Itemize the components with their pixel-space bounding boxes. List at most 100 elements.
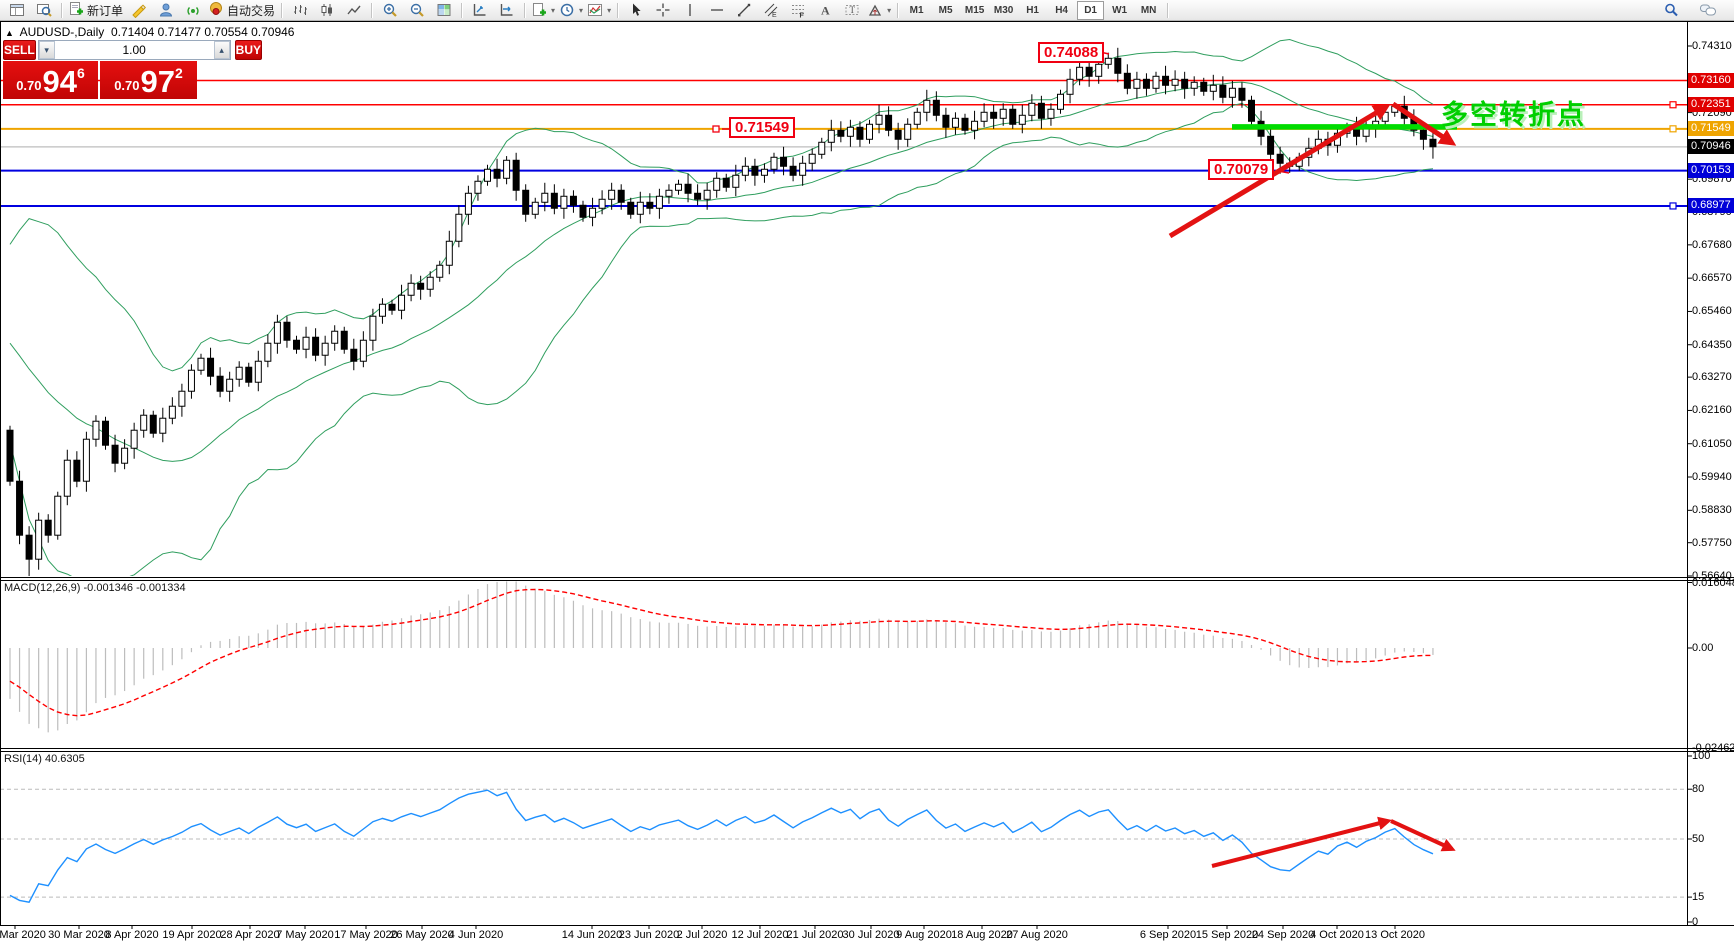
turning-point-note[interactable]: 多空转折点 xyxy=(1441,100,1586,130)
sell-price-tile[interactable]: 0.70 94 6 xyxy=(3,61,98,99)
date-tick-label: 8 Apr 2020 xyxy=(105,929,159,941)
date-tick-label: 19 Apr 2020 xyxy=(162,929,222,941)
chart-shift-button[interactable] xyxy=(466,1,493,20)
signals-button[interactable] xyxy=(179,1,206,20)
candlestick-mode-button[interactable] xyxy=(313,1,340,20)
autotrading-button[interactable]: 自动交易 xyxy=(206,1,277,20)
rsi-axis-tick: 0 xyxy=(1692,916,1699,928)
timeframe-toolbar: M1 M5 M15 M30 H1 H4 D1 W1 MN xyxy=(902,0,1163,20)
date-tick-label: 17 May 2020 xyxy=(334,929,398,941)
new-chart-button[interactable]: ▾ xyxy=(529,1,557,20)
charts-panel-button[interactable] xyxy=(3,1,30,20)
price-badge: 0.71549 xyxy=(1688,121,1734,137)
buy-button[interactable]: BUY xyxy=(234,40,263,60)
zoom-in-button[interactable] xyxy=(376,1,403,20)
chart-symbol-period: AUDUSD-,Daily xyxy=(19,25,105,39)
price-badge: 0.70153 xyxy=(1688,163,1734,179)
price-badge: 0.70946 xyxy=(1688,139,1734,155)
timeframe-M5[interactable]: M5 xyxy=(938,4,953,16)
new-order-icon xyxy=(68,1,84,20)
volume-increase-button[interactable]: ▴ xyxy=(213,41,230,59)
volume-decrease-button[interactable]: ▾ xyxy=(38,41,55,59)
date-tick-label: 13 Oct 2020 xyxy=(1365,929,1425,941)
trendline-tool-button[interactable] xyxy=(730,1,757,20)
cursor-tool-button[interactable] xyxy=(622,1,649,20)
rsi-axis-tick: 100 xyxy=(1692,750,1711,762)
buy-price-pipette: 2 xyxy=(175,65,183,81)
chart-ohlc-values: 0.71404 0.71477 0.70554 0.70946 xyxy=(110,25,295,39)
toolbar-separator xyxy=(461,2,463,18)
price-callout-0.71549[interactable]: 0.71549 xyxy=(729,117,796,138)
toolbar-separator xyxy=(524,2,526,18)
date-tick-label: 7 May 2020 xyxy=(276,929,334,941)
period-clock-button[interactable]: ▾ xyxy=(557,1,585,20)
chat-button[interactable] xyxy=(1694,1,1721,20)
line-chart-mode-button[interactable] xyxy=(340,1,367,20)
dropdown-caret-icon: ▾ xyxy=(579,5,584,15)
dropdown-caret-icon: ▾ xyxy=(551,5,556,15)
svg-text:T: T xyxy=(849,5,855,15)
date-tick-label: 21 Jul 2020 xyxy=(786,929,844,941)
search-button[interactable] xyxy=(1657,1,1684,20)
equidistant-channel-tool-button[interactable]: E xyxy=(757,1,784,20)
text-tool-button[interactable]: A xyxy=(811,1,838,20)
tile-windows-button[interactable] xyxy=(430,1,457,20)
timeframe-H4[interactable]: H4 xyxy=(1055,4,1068,16)
toolbar: 新订单 自动交易 ▾ ▾ ▾ E F A T ▾ M1 M5 M15 M30 H1 H4 D… xyxy=(0,0,1734,21)
timeframe-M1[interactable]: M1 xyxy=(909,4,924,16)
price-tick: 0.59940 xyxy=(1692,471,1732,483)
indicators-button[interactable]: ▾ xyxy=(585,1,613,20)
crayon-tool-button[interactable] xyxy=(125,1,152,20)
chart-title: ▲ AUDUSD-,Daily 0.71404 0.71477 0.70554 … xyxy=(5,25,294,39)
new-order-label: 新订单 xyxy=(87,3,124,18)
timeframe-MN[interactable]: MN xyxy=(1140,4,1157,16)
price-tick: 0.64350 xyxy=(1692,338,1732,351)
timeframe-M30[interactable]: M30 xyxy=(993,4,1014,16)
bar-chart-mode-button[interactable] xyxy=(286,1,313,20)
timeframe-W1[interactable]: W1 xyxy=(1112,4,1128,16)
buy-price-tile[interactable]: 0.70 97 2 xyxy=(100,61,197,99)
text-label-tool-button[interactable]: T xyxy=(838,1,865,20)
date-tick-label: 28 Apr 2020 xyxy=(220,929,280,941)
autotrading-label: 自动交易 xyxy=(227,3,276,18)
crosshair-tool-button[interactable] xyxy=(649,1,676,20)
trade-panel-collapse-icon[interactable]: ▲ xyxy=(5,28,14,38)
macd-indicator-label: MACD(12,26,9) -0.001346 -0.001334 xyxy=(4,582,186,594)
price-callout-0.70079[interactable]: 0.70079 xyxy=(1208,159,1275,180)
price-callout-0.74088[interactable]: 0.74088 xyxy=(1038,42,1105,63)
price-tick: 0.62160 xyxy=(1692,404,1732,417)
date-tick-label: 20 Mar 2020 xyxy=(0,929,46,941)
date-tick-label: 9 Aug 2020 xyxy=(896,929,952,941)
date-tick-label: 30 Mar 2020 xyxy=(48,929,110,941)
date-tick-label: 26 May 2020 xyxy=(390,929,454,941)
zoom-out-button[interactable] xyxy=(403,1,430,20)
toolbar-separator xyxy=(61,2,62,18)
price-badge: 0.68977 xyxy=(1688,198,1734,214)
volume-input[interactable] xyxy=(54,41,214,59)
dropdown-caret-icon: ▾ xyxy=(887,5,892,15)
rsi-indicator-label: RSI(14) 40.6305 xyxy=(4,753,85,765)
date-tick-label: 2 Jul 2020 xyxy=(676,929,728,941)
timeframe-M15[interactable]: M15 xyxy=(964,4,985,16)
timeframe-D1[interactable]: D1 xyxy=(1077,0,1105,20)
timeframe-H1[interactable]: H1 xyxy=(1026,4,1039,16)
rsi-axis-tick: 50 xyxy=(1692,833,1705,845)
chart-window-zoom-button[interactable] xyxy=(30,1,57,20)
toolbar-separator xyxy=(617,2,619,18)
fibonacci-tool-button[interactable]: F xyxy=(784,1,811,20)
vertical-line-tool-button[interactable] xyxy=(676,1,703,20)
toolbar-separator xyxy=(897,2,899,18)
sell-price-pipette: 6 xyxy=(77,65,85,81)
auto-scroll-button[interactable] xyxy=(493,1,520,20)
community-profile-button[interactable] xyxy=(152,1,179,20)
buy-price-prefix: 0.70 xyxy=(114,78,140,93)
arrows-tool-button[interactable]: ▾ xyxy=(865,1,893,20)
horizontal-line-tool-button[interactable] xyxy=(703,1,730,20)
sell-button[interactable]: SELL xyxy=(3,40,36,60)
date-tick-label: 30 Jul 2020 xyxy=(842,929,900,941)
new-order-button[interactable]: 新订单 xyxy=(66,1,125,20)
one-click-trading-panel: SELL ▾ ▴ BUY 0.70 94 6 0.70 97 2 xyxy=(3,40,263,99)
sell-price-big: 94 xyxy=(42,64,77,99)
